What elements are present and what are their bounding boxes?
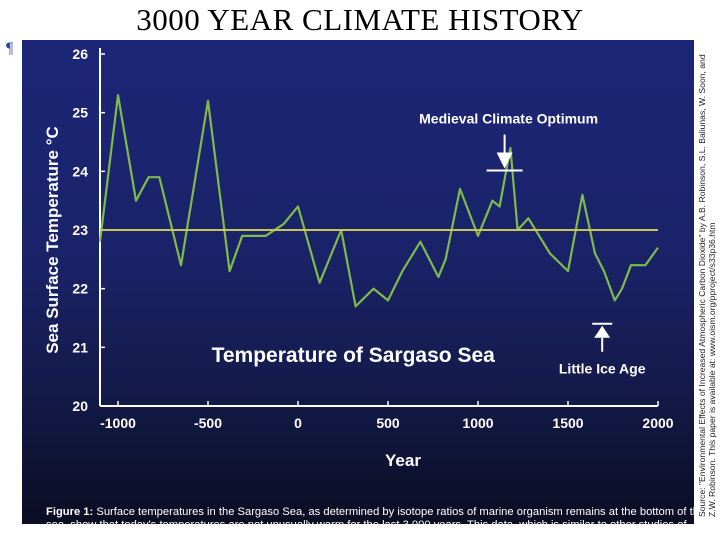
paragraph-mark: ¶ <box>6 40 14 57</box>
x-tick-label: 2000 <box>642 415 673 431</box>
caption-label: Figure 1: <box>46 506 94 518</box>
y-tick-label: 23 <box>72 222 88 238</box>
temperature-series-line <box>98 93 659 308</box>
slide-title: 3000 YEAR CLIMATE HISTORY <box>136 2 584 37</box>
x-tick-label: 1500 <box>552 415 583 431</box>
x-tick-label: 0 <box>294 415 302 431</box>
source-note-text: Source: "Environmental Effects of Increa… <box>697 54 717 517</box>
x-tick-label: -1000 <box>100 415 136 431</box>
caption-text: Surface temperatures in the Sargaso Sea,… <box>46 506 714 557</box>
y-tick-label: 21 <box>72 339 88 355</box>
annotation-medieval-arrow-head <box>496 152 513 169</box>
annotation-ice-age-arrow-head <box>594 325 611 338</box>
chart-title: Temperature of Sargaso Sea <box>212 344 496 367</box>
x-axis-title: Year <box>385 451 421 470</box>
x-tick-label: 1000 <box>462 415 493 431</box>
y-tick-label: 26 <box>72 46 88 62</box>
y-axis-title: Sea Surface Temperature °C <box>43 126 62 354</box>
x-tick-label: -500 <box>194 415 222 431</box>
y-tick-label: 22 <box>72 281 88 297</box>
chart-figure: 20 21 22 23 24 25 26 -1000 -500 0 500 1000 1500 2000 Y… <box>22 40 713 557</box>
chart-svg: 20 21 22 23 24 25 26 -1000 -500 0 500 1000 1500 2000 Y… <box>43 46 674 470</box>
figure-caption: Figure 1: Surface temperatures in the Sa… <box>46 506 714 558</box>
annotation-medieval-label: Medieval Climate Optimum <box>419 111 598 127</box>
annotation-ice-age-label: Little Ice Age <box>559 361 646 377</box>
y-tick-label: 20 <box>72 398 88 414</box>
x-tick-label: 500 <box>376 415 400 431</box>
source-note: Source: "Environmental Effects of Increa… <box>696 40 718 524</box>
y-tick-label: 25 <box>72 105 88 121</box>
y-tick-label: 24 <box>72 163 88 179</box>
